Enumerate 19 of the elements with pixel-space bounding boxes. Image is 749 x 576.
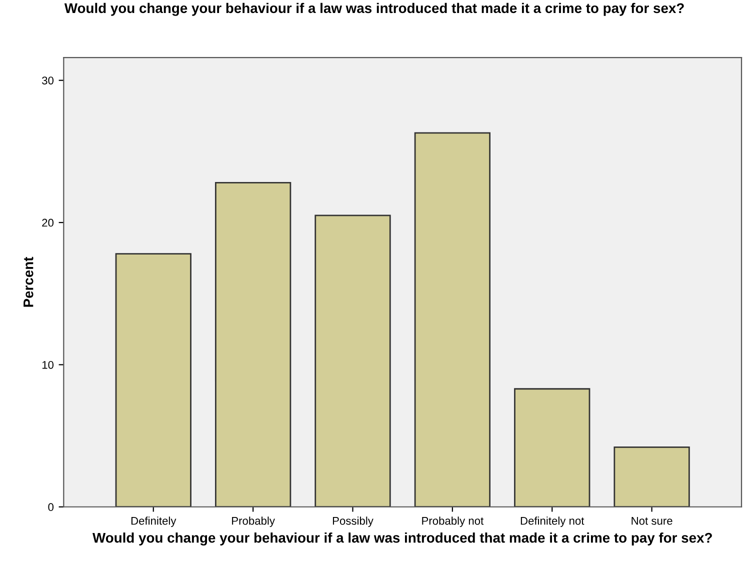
y-axis-title: Percent	[24, 256, 34, 307]
bar	[214, 182, 292, 507]
chart-title: Would you change your behaviour if a law was introduced that made it a crime to pay for sex?	[64, 2, 684, 16]
x-tick-label: Not sure	[632, 517, 672, 525]
bar	[514, 388, 590, 507]
y-tick-label: 0	[48, 503, 54, 512]
bar	[414, 132, 491, 507]
bar	[115, 253, 192, 507]
x-tick-label: Probably not	[422, 516, 484, 527]
bar	[614, 446, 690, 507]
x-tick-label: Definitely	[131, 516, 176, 527]
x-tick-label: Possibly	[332, 516, 374, 527]
bar	[314, 214, 391, 507]
y-tick-label: 30	[42, 76, 54, 84]
x-axis-title: Would you change your behaviour if a law was introduced that made it a crime to pay for sex?	[92, 532, 712, 546]
y-tick-label: 20	[42, 218, 54, 227]
x-tick-label: Probably	[232, 516, 275, 527]
x-tick-label: Definitely not	[520, 516, 584, 527]
y-tick-label: 10	[42, 360, 54, 369]
